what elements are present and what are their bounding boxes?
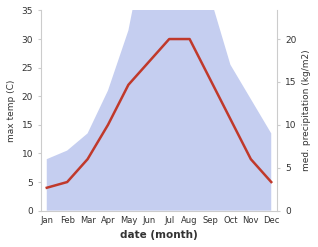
Y-axis label: med. precipitation (kg/m2): med. precipitation (kg/m2) bbox=[302, 50, 311, 171]
X-axis label: date (month): date (month) bbox=[120, 230, 198, 240]
Y-axis label: max temp (C): max temp (C) bbox=[7, 79, 16, 142]
